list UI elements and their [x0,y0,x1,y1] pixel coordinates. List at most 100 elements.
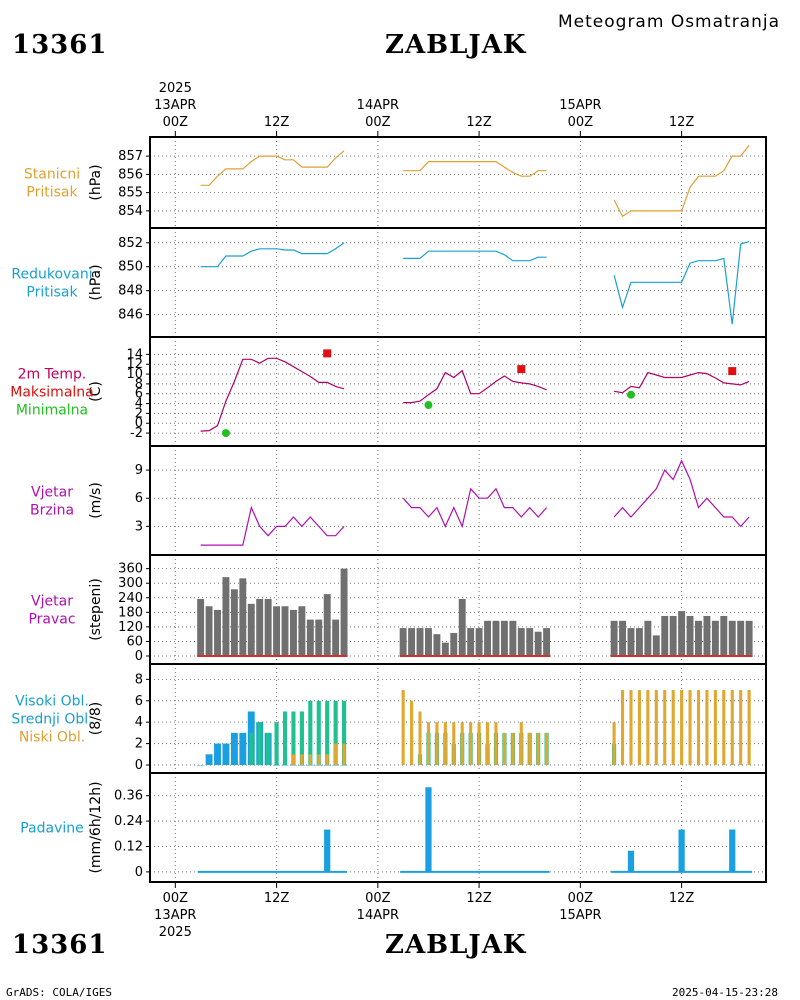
wind-direction-bar [441,642,449,656]
station-id-top: 13361 [12,30,108,60]
series-line [403,369,547,404]
cloud-bar-low [469,722,473,765]
wind-direction-bar [214,609,221,656]
wind-direction-bar [619,620,627,656]
series-line [613,144,750,218]
y-tick-label: 0.24 [114,814,143,829]
cloud-bar-mid [342,700,347,765]
cloud-bar-low [435,722,439,765]
y-tick-label: 120 [118,620,143,635]
cloud-bar-low [545,732,549,765]
y-tick-label: 180 [118,605,143,620]
cloud-bar-high [197,765,205,766]
y-tick-label: 360 [118,562,143,577]
wind-direction-bar [543,628,551,656]
cloud-bar-low [747,690,751,765]
wind-direction-bar [298,606,306,656]
y-tick-label: 846 [118,308,143,323]
cloud-bar-low [519,722,523,765]
cloud-bar-low [317,754,321,765]
top-time-label: 12Z [669,115,695,130]
cloud-bar-low [308,754,312,765]
y-tick-label: 0 [135,865,143,880]
panel-frame [149,445,767,556]
wind-direction-bar [281,606,289,656]
cloud-bar-high [306,765,314,766]
cloud-bar-low [452,722,456,765]
cloud-bar-mid [308,700,313,765]
cloud-bar-low [485,722,490,765]
cloud-bar-mid [291,711,296,765]
wind-direction-bar [264,598,272,656]
wind-direction-bar [222,577,230,656]
wind-direction-bar [205,606,213,656]
station-name-top: ZABLJAK [385,30,527,60]
cloud-bar-mid [316,700,321,765]
wind-direction-bar [500,620,508,656]
cloud-bar-low [477,722,481,765]
wind-direction-bar [509,620,517,656]
top-time-label: 12Z [264,115,290,130]
cloud-bar-low [334,743,338,765]
wind-direction-bar [669,615,677,656]
render-timestamp: 2025-04-15-23:28 [672,986,778,999]
y-tick-label: 857 [118,149,143,164]
series-line [614,371,750,394]
top-time-label: 14APR [357,98,399,113]
wind-direction-bar [517,628,525,656]
y-tick-label: 12 [126,357,143,372]
cloud-bar-high [315,765,323,766]
wind-direction-bar [686,615,694,656]
panel-label: Maksimalna [10,385,94,401]
panel-label: Vjetar [31,485,73,501]
top-time-label: 13APR [154,98,196,113]
y-axis-unit-label: (m/s) [88,482,104,519]
wind-direction-bar [635,628,643,656]
y-tick-label: 0.36 [114,789,143,804]
wind-direction-bar [711,620,719,656]
y-tick-label: 2 [135,737,143,752]
cloud-bar-low [680,690,684,765]
y-tick-label: 0 [135,649,143,664]
series-line [200,242,345,268]
wind-direction-bar [467,628,475,656]
panel-label: Redukovani [11,267,92,283]
y-tick-label: 854 [118,204,143,219]
wind-direction-bar [695,620,702,656]
cloud-bar-low [722,690,726,765]
cloud-bar-low [418,711,422,765]
y-tick-label: 848 [118,284,143,299]
cloud-bar-mid [274,722,279,765]
top-time-label: 00Z [365,115,391,130]
cloud-bar-low [705,690,709,765]
y-tick-label: 0 [135,758,143,773]
max-temp-marker [728,367,737,376]
cloud-bar-low [637,690,641,765]
y-tick-label: 6 [135,694,143,709]
wind-direction-bar [644,620,652,656]
wind-direction-bar [458,598,466,656]
series-line [403,250,547,262]
wind-direction-bar [425,628,432,656]
cloud-bar-low [620,690,625,765]
cloud-bar-low [663,690,667,765]
cloud-bar-low [713,690,717,765]
y-tick-label: 856 [118,167,143,182]
wind-direction-bar [661,615,669,656]
wind-direction-bar [737,620,745,656]
bottom-time-label: 2025 [159,925,192,940]
cloud-bar-low [502,732,506,765]
wind-direction-bar [627,628,635,656]
precip-bar [324,829,331,872]
bottom-time-label: 12Z [466,891,492,906]
cloud-bar-high [239,732,247,765]
precip-bar [729,829,736,872]
bottom-time-label: 13APR [154,908,196,923]
wind-direction-bar [745,620,753,656]
min-temp-marker [626,390,635,399]
grads-credit: GrADS: COLA/IGES [6,986,112,999]
wind-direction-bar [492,620,500,656]
bottom-time-label: 12Z [669,891,695,906]
wind-direction-bar [416,628,424,656]
y-axis-unit-label: (C) [88,381,104,402]
